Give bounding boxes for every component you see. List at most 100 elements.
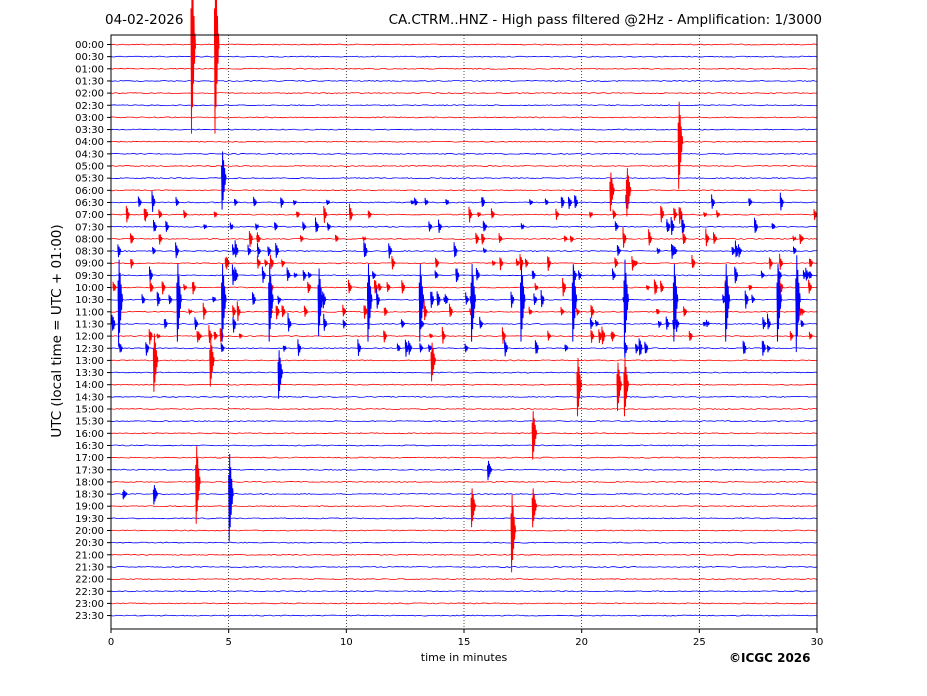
activity-spike <box>444 294 449 305</box>
event-7 <box>176 264 182 342</box>
activity-spike <box>601 326 606 345</box>
event-10 <box>317 268 324 337</box>
activity-spike <box>119 343 123 353</box>
activity-spike <box>323 313 328 331</box>
activity-spike <box>383 330 388 343</box>
trace-row-0600 <box>110 189 818 192</box>
activity-spike <box>208 325 213 343</box>
activity-spike <box>307 272 312 279</box>
activity-spike <box>220 342 225 352</box>
activity-spike <box>681 215 686 234</box>
activity-spike <box>533 293 538 305</box>
trace-row-2330 <box>110 614 818 617</box>
trace-row-0700 <box>110 213 818 216</box>
y-tick-label: 05:30 <box>75 174 104 185</box>
trace-row-1730 <box>110 468 818 471</box>
activity-spike <box>183 284 188 291</box>
activity-spike <box>808 279 813 294</box>
activity-spike <box>578 270 583 280</box>
trace-row-1600 <box>110 432 818 435</box>
activity-spike <box>232 305 237 318</box>
activity-spike <box>315 217 319 233</box>
activity-spike <box>342 304 347 317</box>
activity-spike <box>143 208 148 221</box>
activity-spike <box>705 319 710 327</box>
activity-spike <box>151 191 156 212</box>
activity-spike <box>801 308 805 316</box>
activity-spike <box>683 306 688 317</box>
activity-spike <box>414 197 419 206</box>
event-20 <box>795 255 801 353</box>
event-14 <box>520 264 526 342</box>
y-tick-label: 15:30 <box>75 417 104 428</box>
activity-spike <box>435 257 440 268</box>
activity-spike <box>264 259 269 267</box>
activity-spike <box>808 271 813 279</box>
event-19 <box>776 264 782 342</box>
y-tick-label: 17:30 <box>75 465 104 476</box>
activity-spike <box>203 224 208 230</box>
activity-spike <box>760 270 765 279</box>
activity-spike <box>256 232 261 243</box>
y-tick-label: 18:00 <box>75 477 104 488</box>
activity-spike <box>789 331 794 341</box>
activity-spike <box>534 340 539 354</box>
event-12 <box>418 264 425 342</box>
activity-spike <box>499 257 504 271</box>
activity-spike <box>748 284 753 291</box>
activity-spike <box>327 222 332 231</box>
activity-spike <box>229 222 234 230</box>
activity-spike <box>635 343 640 354</box>
activity-spike <box>808 331 813 340</box>
trace-row-2230 <box>110 590 818 593</box>
activity-spike <box>277 295 282 305</box>
event-29 <box>195 446 201 524</box>
activity-spike <box>564 344 569 352</box>
activity-spike <box>202 302 207 320</box>
activity-spike <box>261 266 266 283</box>
activity-spike <box>238 333 243 339</box>
event-2 <box>221 151 227 210</box>
activity-spike <box>213 211 218 218</box>
activity-spike <box>670 216 675 235</box>
activity-spike <box>595 319 600 327</box>
y-tick-label: 22:30 <box>75 587 104 598</box>
y-tick-label: 06:00 <box>75 186 104 197</box>
activity-spike <box>475 267 480 281</box>
activity-spike <box>430 291 435 308</box>
activity-spike <box>348 279 352 294</box>
activity-spike <box>111 314 116 331</box>
activity-spike <box>443 297 448 303</box>
y-tick-label: 05:00 <box>75 162 104 173</box>
activity-spike <box>281 259 286 268</box>
activity-spike <box>673 207 678 221</box>
activity-spike <box>761 340 766 356</box>
activity-spike <box>438 219 442 233</box>
activity-spike <box>734 240 739 258</box>
activity-spike <box>232 244 236 256</box>
activity-spike <box>482 220 487 232</box>
activity-spike <box>675 318 680 332</box>
activity-spike <box>234 240 239 258</box>
activity-spike <box>570 235 574 243</box>
y-tick-label: 00:00 <box>75 40 104 51</box>
activity-spike <box>293 272 298 278</box>
activity-spike <box>287 312 292 332</box>
activity-spike <box>280 197 285 208</box>
activity-spike <box>702 321 707 327</box>
activity-spike <box>275 305 280 320</box>
x-tick-label: 20 <box>575 637 588 648</box>
activity-spike <box>188 308 193 315</box>
activity-spike <box>660 205 665 223</box>
activity-spike <box>236 301 241 322</box>
activity-spike <box>658 320 662 328</box>
activity-spike <box>362 236 367 241</box>
activity-spike <box>779 192 784 211</box>
plot-date: 04-02-2026 <box>105 12 184 28</box>
x-tick-group: 0 5 10 15 20 25 30 <box>108 629 823 648</box>
x-tick-label: 25 <box>693 637 706 648</box>
event-21 <box>152 333 159 392</box>
activity-spike <box>805 267 810 281</box>
activity-spike <box>117 244 122 258</box>
